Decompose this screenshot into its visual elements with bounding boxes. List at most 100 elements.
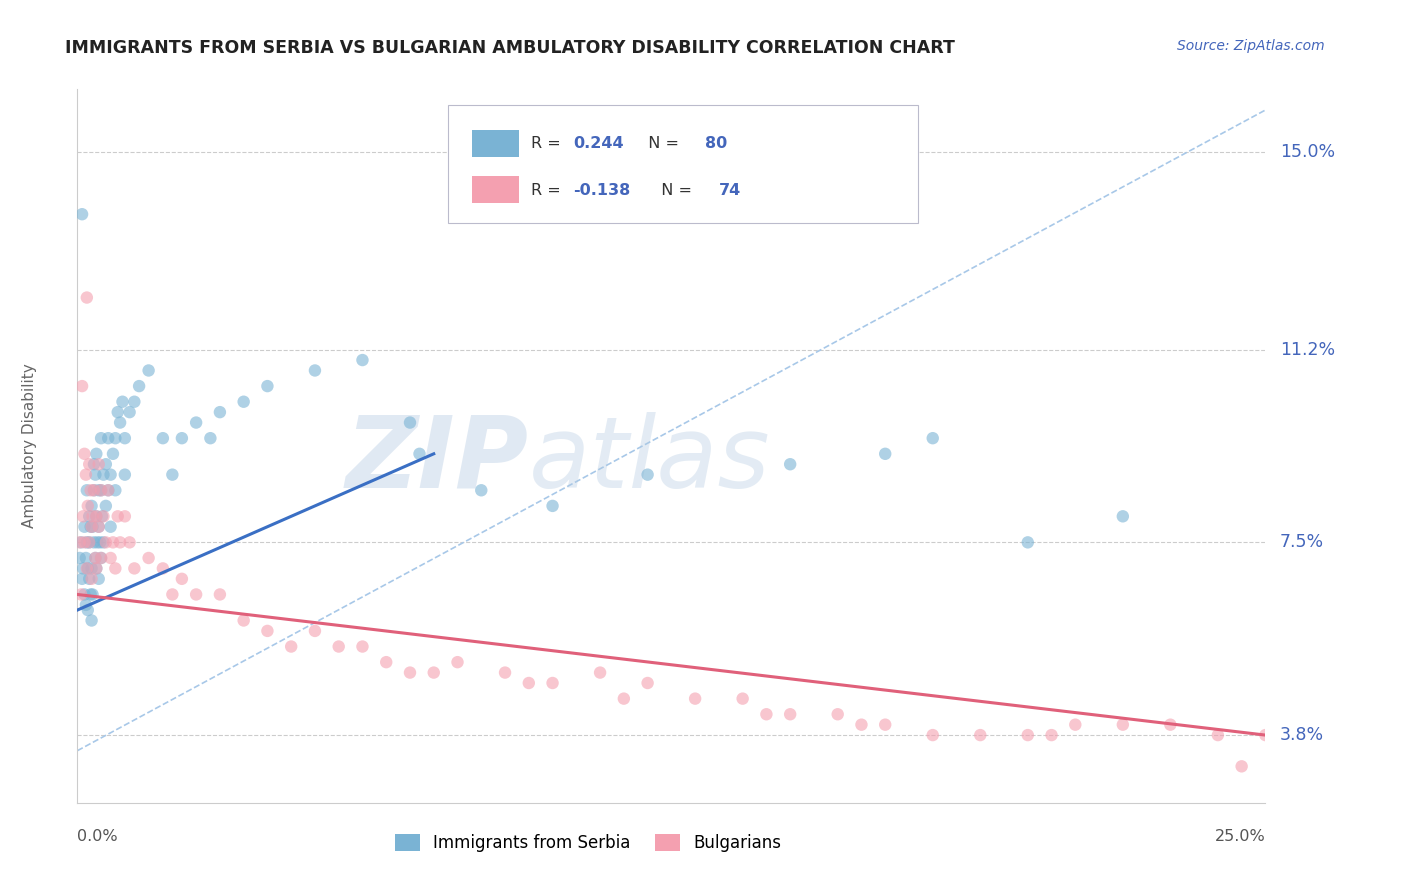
Point	[90, 431, 112, 445]
Point	[70, 587, 93, 601]
Point	[1112, 509, 1135, 524]
Text: atlas: atlas	[529, 412, 770, 508]
Text: R =: R =	[531, 183, 567, 198]
Point	[79, 587, 101, 601]
Point	[827, 707, 849, 722]
Point	[256, 379, 278, 393]
Point	[170, 572, 193, 586]
Point	[77, 535, 100, 549]
Text: 80: 80	[704, 136, 727, 151]
Point	[87, 520, 110, 534]
Point	[328, 640, 350, 654]
Point	[517, 676, 540, 690]
Point	[399, 665, 422, 680]
Point	[541, 499, 564, 513]
Point	[114, 509, 136, 524]
Point	[77, 535, 100, 549]
Point	[77, 509, 100, 524]
Point	[162, 467, 184, 482]
Point	[1206, 728, 1229, 742]
Point	[75, 467, 97, 482]
Point	[84, 467, 107, 482]
Point	[280, 640, 302, 654]
Point	[80, 499, 103, 513]
Point	[114, 431, 136, 445]
Text: 3.8%: 3.8%	[1279, 726, 1324, 744]
FancyBboxPatch shape	[449, 105, 918, 223]
Point	[1254, 728, 1277, 742]
Point	[86, 535, 108, 549]
Point	[101, 535, 124, 549]
Text: 0.0%: 0.0%	[77, 829, 118, 844]
Point	[69, 551, 91, 566]
Point	[76, 499, 98, 513]
Point	[90, 483, 112, 498]
Point	[73, 587, 96, 601]
Point	[86, 509, 108, 524]
Point	[408, 447, 430, 461]
Point	[80, 572, 103, 586]
Point	[232, 394, 254, 409]
Point	[152, 431, 174, 445]
Point	[93, 467, 115, 482]
Point	[589, 665, 612, 680]
Point	[75, 598, 97, 612]
Point	[97, 483, 120, 498]
Point	[82, 587, 104, 601]
Point	[72, 561, 94, 575]
Point	[152, 561, 174, 575]
Point	[83, 535, 105, 549]
Point	[1017, 535, 1039, 549]
Point	[75, 551, 97, 566]
Text: -0.138: -0.138	[572, 183, 630, 198]
FancyBboxPatch shape	[472, 130, 519, 157]
Point	[73, 535, 96, 549]
Point	[118, 405, 141, 419]
Point	[470, 483, 492, 498]
Point	[100, 467, 122, 482]
Point	[446, 655, 468, 669]
Point	[613, 691, 636, 706]
FancyBboxPatch shape	[472, 177, 519, 203]
Point	[208, 405, 231, 419]
Point	[352, 640, 374, 654]
Point	[76, 291, 98, 305]
Text: 15.0%: 15.0%	[1279, 143, 1334, 161]
Point	[77, 572, 100, 586]
Text: Ambulatory Disability: Ambulatory Disability	[22, 364, 38, 528]
Text: 25.0%: 25.0%	[1215, 829, 1265, 844]
Point	[232, 614, 254, 628]
Point	[208, 587, 231, 601]
Point	[104, 431, 127, 445]
Point	[87, 483, 110, 498]
Point	[1159, 717, 1181, 731]
Point	[779, 707, 801, 722]
Point	[80, 561, 103, 575]
Point	[87, 572, 110, 586]
Point	[124, 561, 146, 575]
Point	[375, 655, 398, 669]
Point	[118, 535, 141, 549]
Text: Source: ZipAtlas.com: Source: ZipAtlas.com	[1177, 39, 1324, 54]
Point	[93, 535, 115, 549]
Text: 7.5%: 7.5%	[1279, 533, 1324, 551]
Point	[79, 483, 101, 498]
Point	[84, 551, 107, 566]
Point	[138, 551, 160, 566]
Text: 74: 74	[718, 183, 741, 198]
Point	[76, 561, 98, 575]
Point	[87, 520, 110, 534]
Text: 11.2%: 11.2%	[1279, 341, 1334, 359]
Point	[637, 676, 659, 690]
Point	[83, 483, 105, 498]
Point	[76, 535, 98, 549]
Point	[138, 363, 160, 377]
Point	[73, 520, 96, 534]
Point	[90, 551, 112, 566]
Point	[1040, 728, 1063, 742]
Point	[100, 520, 122, 534]
Point	[86, 447, 108, 461]
Point	[541, 676, 564, 690]
Point	[87, 457, 110, 471]
Point	[70, 572, 93, 586]
